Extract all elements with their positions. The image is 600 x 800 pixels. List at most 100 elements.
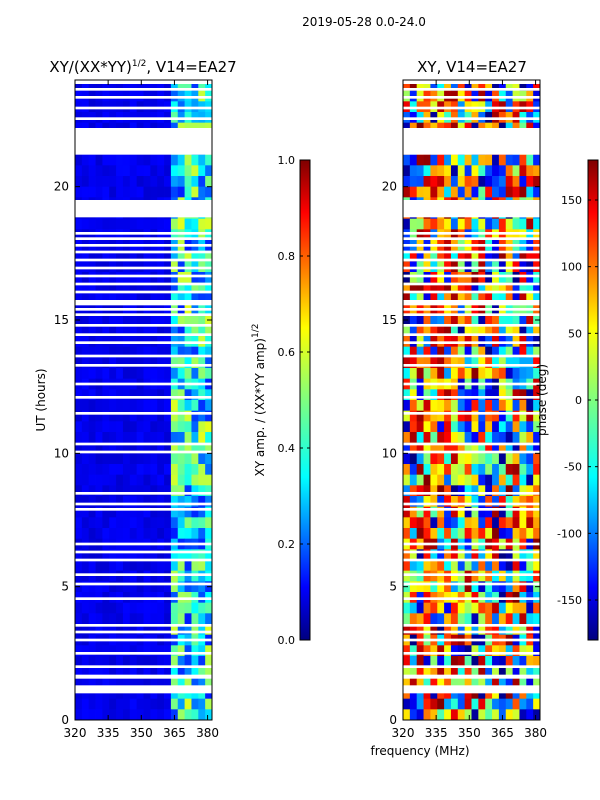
heatmap-cell [505,389,513,401]
heatmap-cell [177,613,185,625]
flag-gap [75,550,212,554]
heatmap-cell [498,400,507,412]
heatmap-cell [437,602,445,614]
heatmap-cell [109,186,117,198]
heatmap-cell [430,496,438,508]
heatmap-cell [533,688,541,700]
heatmap-cell [430,464,438,476]
heatmap-cell [403,549,411,561]
heatmap-cell [478,272,486,284]
heatmap-cell [191,442,199,454]
heatmap-cell [122,368,131,380]
heatmap-cell [512,581,520,593]
heatmap-cell [526,645,534,657]
heatmap-cell [526,570,534,582]
heatmap-cell [403,186,411,198]
heatmap-cell [136,677,144,689]
heatmap-cell [157,517,165,529]
heatmap-cell [485,570,493,582]
heatmap-cell [184,80,192,92]
heatmap-cell [95,218,103,230]
heatmap-cell [95,602,103,614]
heatmap-cell [95,186,103,198]
heatmap-cell [505,154,513,166]
heatmap-cell [526,400,534,412]
heatmap-cell [437,677,445,689]
heatmap-cell [129,314,138,326]
heatmap-cell [498,517,507,529]
amplitude-ylabel: UT (hours) [34,368,48,431]
heatmap-cell [409,560,418,572]
flag-gap [75,685,212,694]
heatmap-cell [191,698,199,710]
heatmap-cell [416,549,424,561]
heatmap-cell [444,250,452,262]
heatmap-cell [437,453,445,465]
heatmap-cell [75,186,83,198]
heatmap-cell [177,186,185,198]
heatmap-cell [416,496,424,508]
heatmap-cell [505,272,513,284]
heatmap-cell [109,570,117,582]
heatmap-cell [437,485,445,497]
heatmap-cell [464,464,472,476]
heatmap-cell [526,656,534,668]
heatmap-cell [409,709,418,721]
heatmap-cell [492,517,500,529]
heatmap-cell [457,560,466,572]
heatmap-cell [533,400,541,412]
heatmap-cell [485,645,493,657]
heatmap-cell [81,400,90,412]
flag-gap [75,232,212,235]
heatmap-cell [526,421,534,433]
heatmap-cell [526,560,534,572]
heatmap-cell [409,666,418,678]
heatmap-cell [457,154,466,166]
heatmap-cell [143,688,151,700]
heatmap-cell [198,176,206,188]
heatmap-cell [471,357,479,369]
heatmap-cell [519,400,527,412]
heatmap-cell [505,176,513,188]
x-tick-label: 365 [163,726,186,740]
heatmap-cell [512,218,520,230]
heatmap-cell [150,677,158,689]
heatmap-cell [409,293,418,305]
heatmap-cell [95,496,103,508]
heatmap-cell [116,165,124,177]
heatmap-cell [170,645,179,657]
heatmap-cell [88,656,96,668]
heatmap-cell [122,272,131,284]
heatmap-cell [464,645,472,657]
heatmap-cell [136,282,144,294]
heatmap-cell [416,282,424,294]
heatmap-cell [143,325,151,337]
heatmap-cell [471,474,479,486]
heatmap-cell [505,346,513,358]
flag-gap [403,582,540,586]
heatmap-cell [444,346,452,358]
heatmap-cell [88,613,96,625]
heatmap-cell [150,453,158,465]
flag-gap [403,492,540,495]
heatmap-cell [423,496,431,508]
heatmap-cell [129,421,138,433]
heatmap-cell [102,442,110,454]
heatmap-cell [430,645,438,657]
heatmap-cell [533,666,541,678]
heatmap-cell [457,645,466,657]
heatmap-cell [129,80,138,92]
heatmap-cell [416,645,424,657]
heatmap-cell [478,474,486,486]
heatmap-cell [109,410,117,422]
heatmap-cell [423,624,431,636]
heatmap-cell [512,506,520,518]
heatmap-cell [478,602,486,614]
heatmap-cell [109,272,117,284]
heatmap-cell [444,602,452,614]
heatmap-cell [164,464,172,476]
heatmap-cell [423,80,431,92]
heatmap-cell [492,282,500,294]
heatmap-cell [478,368,486,380]
